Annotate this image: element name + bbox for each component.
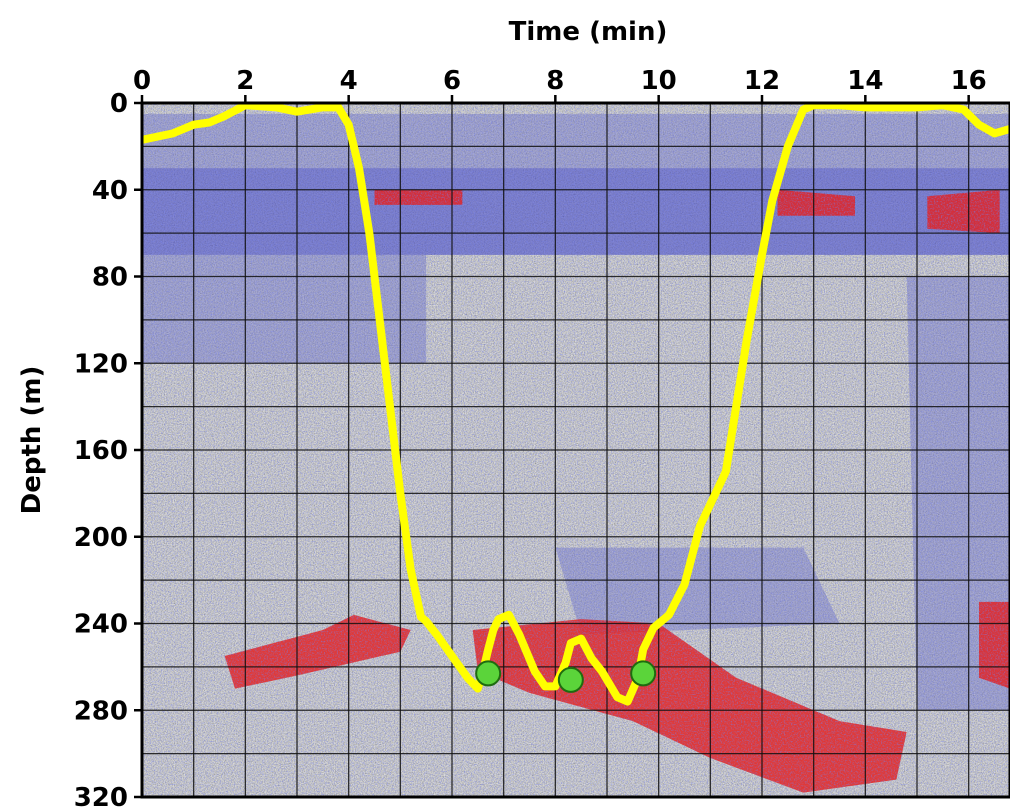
y-tick-label: 200 bbox=[74, 523, 128, 553]
y-tick-label: 40 bbox=[92, 176, 128, 206]
event-marker bbox=[630, 660, 657, 687]
y-tick-label: 240 bbox=[74, 610, 128, 640]
series-layer bbox=[142, 103, 1010, 706]
event-marker bbox=[475, 660, 502, 687]
event-marker bbox=[557, 666, 584, 693]
y-tick-label: 160 bbox=[74, 436, 128, 466]
x-tick-label: 8 bbox=[546, 66, 564, 96]
y-tick-label: 80 bbox=[92, 263, 128, 293]
y-tick-label: 0 bbox=[110, 89, 128, 119]
x-tick-label: 10 bbox=[641, 66, 677, 96]
plot-area bbox=[142, 103, 1010, 797]
x-tick-label: 2 bbox=[236, 66, 254, 96]
x-tick-label: 14 bbox=[847, 66, 883, 96]
dive-track-line bbox=[142, 103, 1010, 706]
x-tick-label: 6 bbox=[443, 66, 461, 96]
x-axis-title: Time (min) bbox=[509, 17, 668, 47]
x-tick-label: 4 bbox=[340, 66, 358, 96]
y-tick-label: 320 bbox=[74, 783, 128, 809]
x-axis-ticks: 0 2 4 6 8 10 12 14 16 bbox=[133, 66, 987, 103]
grid bbox=[142, 103, 1010, 797]
y-tick-label: 280 bbox=[74, 696, 128, 726]
x-tick-label: 12 bbox=[744, 66, 780, 96]
x-tick-label: 0 bbox=[133, 66, 151, 96]
x-tick-label: 16 bbox=[951, 66, 987, 96]
y-axis-title: Depth (m) bbox=[17, 366, 47, 515]
y-axis-ticks: 0 40 80 120 160 200 240 280 320 bbox=[74, 89, 142, 809]
y-tick-label: 120 bbox=[74, 349, 128, 379]
